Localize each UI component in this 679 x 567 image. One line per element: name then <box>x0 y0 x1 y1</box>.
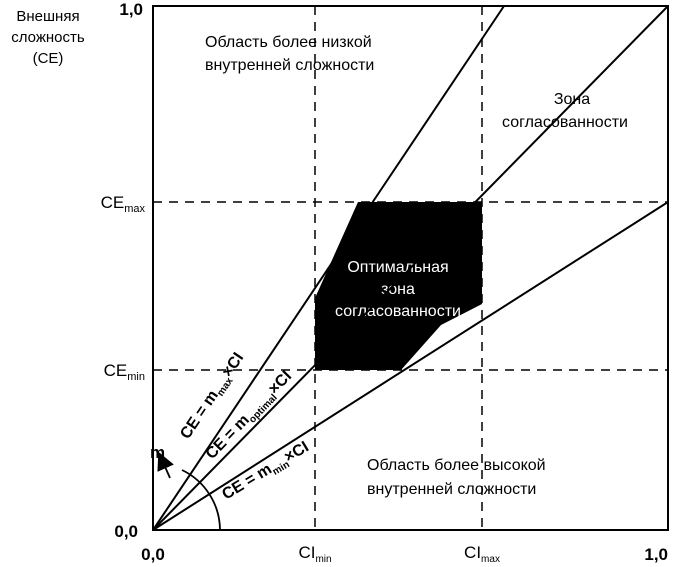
y-tick-ce-max-sub: max <box>124 203 145 215</box>
x-tick-ci-max-main: CI <box>464 543 481 562</box>
angle-arc <box>181 469 221 531</box>
zone-label-line-1: Зона <box>554 91 590 108</box>
y-axis-title-line-2: сложность <box>11 29 85 46</box>
zone-label-line-2: согласованности <box>502 114 628 131</box>
optimal-zone-line-3: согласованности <box>335 303 461 320</box>
lower-region-line-1: Область более высокой <box>367 457 546 474</box>
label-m-optimal-sub: optimal <box>247 392 280 425</box>
optimal-zone-line-1: Оптимальная <box>347 259 448 276</box>
y-axis-title-line-3: (CE) <box>33 50 64 67</box>
optimal-zone <box>315 202 482 370</box>
y-tick-ce-min-sub: min <box>127 371 145 383</box>
x-tick-ci-min: CImin <box>298 543 331 565</box>
angle-arrow <box>157 451 174 479</box>
upper-region-line-2: внутренней сложности <box>205 57 374 74</box>
line-m-max <box>152 5 505 531</box>
x-tick-ci-max: CImax <box>464 543 500 565</box>
x-tick-ci-min-sub: min <box>315 554 331 565</box>
y-tick-top: 1,0 <box>119 0 143 19</box>
label-m-max-pre: CE = m <box>177 387 222 442</box>
upper-region-line-1: Область более низкой <box>205 34 372 51</box>
x-tick-ci-min-main: CI <box>298 543 315 562</box>
y-tick-ce-min: CEmin <box>104 361 145 383</box>
line-m-optimal <box>152 5 669 531</box>
y-tick-origin: 0,0 <box>114 522 138 541</box>
label-m-max-post: ×CI <box>219 350 247 381</box>
y-tick-ce-max: CEmax <box>101 193 146 215</box>
angle-label: m <box>150 443 165 462</box>
lower-region-line-2: внутренней сложности <box>367 481 536 498</box>
y-tick-ce-min-main: CE <box>104 361 128 380</box>
y-axis-title-line-1: Внешняя <box>16 8 79 25</box>
x-tick-origin: 0,0 <box>141 545 165 564</box>
x-tick-ci-max-sub: max <box>481 554 500 565</box>
line-m-min <box>152 201 669 531</box>
plot-frame <box>152 5 669 531</box>
x-tick-end: 1,0 <box>644 545 668 564</box>
y-tick-ce-max-main: CE <box>101 193 125 212</box>
optimal-zone-line-2: зона <box>381 281 415 298</box>
